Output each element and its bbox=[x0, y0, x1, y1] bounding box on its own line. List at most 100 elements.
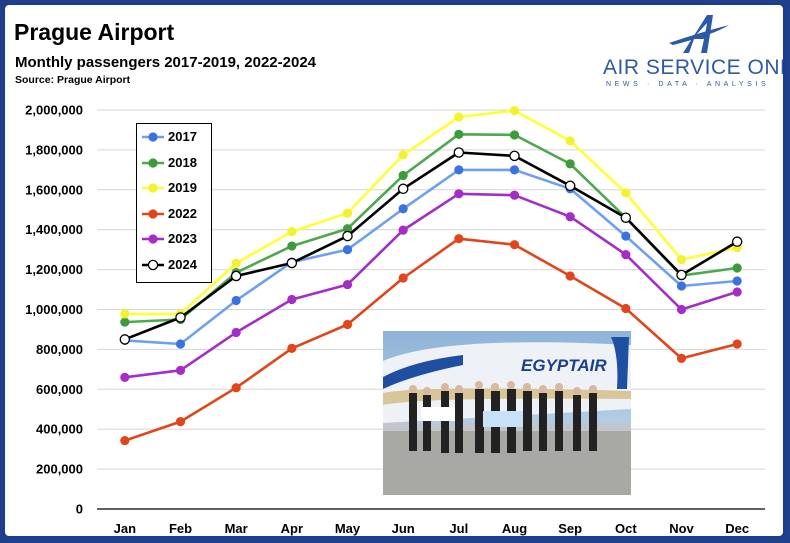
data-point bbox=[231, 258, 241, 268]
data-point bbox=[120, 309, 130, 319]
data-point bbox=[509, 150, 520, 162]
data-point bbox=[398, 273, 408, 283]
x-tick-label: Nov bbox=[669, 521, 694, 536]
data-point bbox=[398, 150, 408, 160]
y-tick-label: 400,000 bbox=[36, 422, 83, 437]
y-tick-label: 0 bbox=[76, 502, 83, 517]
data-point bbox=[564, 180, 576, 192]
data-point bbox=[732, 287, 742, 297]
x-tick-label: Jun bbox=[392, 521, 415, 536]
data-point bbox=[287, 227, 297, 237]
data-point bbox=[454, 234, 464, 244]
series-line bbox=[124, 237, 738, 442]
series-line bbox=[124, 109, 738, 316]
data-point bbox=[565, 136, 575, 146]
y-tick-label: 1,400,000 bbox=[25, 222, 83, 237]
legend-swatch bbox=[142, 259, 164, 270]
brand-logo: AIR SERVICE ONE NEWS · DATA · ANALYSIS bbox=[603, 13, 783, 93]
x-tick-label: Jan bbox=[114, 521, 136, 536]
legend-swatch bbox=[142, 157, 164, 168]
data-point bbox=[287, 294, 297, 305]
series-2018 bbox=[120, 129, 742, 327]
data-point bbox=[120, 372, 130, 382]
aircraft-livery-text: EGYPTAIR bbox=[521, 356, 607, 375]
data-point bbox=[231, 295, 241, 306]
data-point bbox=[732, 263, 742, 273]
data-point bbox=[287, 241, 297, 251]
data-point bbox=[509, 165, 520, 175]
data-point bbox=[119, 334, 131, 345]
chart-legend: 2017 2018 2019 2022 2023 2024 bbox=[136, 123, 212, 283]
data-point bbox=[398, 204, 408, 214]
data-point bbox=[620, 212, 632, 223]
data-point bbox=[454, 189, 464, 199]
brand-name: AIR SERVICE ONE bbox=[603, 56, 785, 79]
data-point bbox=[621, 188, 631, 198]
data-point bbox=[509, 190, 520, 200]
legend-label: 2022 bbox=[168, 205, 197, 221]
data-point bbox=[676, 269, 687, 281]
legend-label: 2018 bbox=[168, 154, 197, 170]
series-layer bbox=[119, 105, 743, 446]
y-tick-label: 1,800,000 bbox=[25, 142, 83, 157]
data-point bbox=[175, 417, 186, 427]
legend-item: 2017 bbox=[137, 128, 211, 146]
data-point bbox=[621, 303, 631, 314]
y-tick-label: 1,600,000 bbox=[25, 182, 83, 197]
legend-swatch bbox=[142, 208, 164, 219]
data-point bbox=[342, 245, 353, 255]
data-point bbox=[565, 271, 575, 281]
page-title: Prague Airport bbox=[14, 19, 175, 45]
data-point bbox=[397, 183, 409, 195]
data-point bbox=[509, 105, 520, 116]
x-tick-label: Apr bbox=[281, 521, 303, 536]
x-tick-label: Aug bbox=[502, 521, 527, 536]
y-tick-label: 1,200,000 bbox=[25, 262, 83, 277]
x-tick-label: Jul bbox=[449, 521, 468, 536]
data-point bbox=[120, 317, 130, 327]
x-tick-label: Oct bbox=[615, 521, 637, 536]
legend-label: 2023 bbox=[168, 231, 197, 246]
y-axis-ticks: 0 200,000 400,000 600,000 800,000 1,000,000 1,… bbox=[25, 103, 83, 517]
data-point bbox=[120, 435, 130, 446]
legend-label: 2024 bbox=[168, 256, 197, 272]
data-point bbox=[621, 231, 631, 241]
chart-source: Source: Prague Airport bbox=[15, 74, 131, 86]
legend-item: 2022 bbox=[137, 205, 211, 223]
x-tick-label: Mar bbox=[225, 521, 248, 536]
x-axis-ticks: Jan Feb Mar Apr May Jun Jul Aug Sep Oct Nov Dec bbox=[114, 521, 749, 536]
y-tick-label: 2,000,000 bbox=[25, 103, 83, 118]
x-tick-label: May bbox=[335, 521, 361, 536]
data-point bbox=[342, 230, 353, 242]
airplane-logo-icon bbox=[669, 15, 729, 53]
y-tick-label: 600,000 bbox=[36, 382, 83, 397]
data-point bbox=[453, 147, 465, 158]
series-line bbox=[124, 151, 738, 341]
data-point bbox=[732, 339, 742, 349]
line-chart: 0 200,000 400,000 600,000 800,000 1,000,000 1,… bbox=[25, 103, 765, 536]
series-line bbox=[124, 168, 738, 346]
series-2023 bbox=[120, 189, 742, 382]
data-point bbox=[342, 279, 353, 290]
aircraft-crew-photo: EGYPTAIR bbox=[383, 331, 631, 495]
brand-tagline: NEWS · DATA · ANALYSIS bbox=[606, 81, 770, 88]
data-point bbox=[454, 165, 464, 175]
y-tick-label: 200,000 bbox=[36, 462, 83, 477]
chart-frame: Prague Airport Monthly passengers 2017-2… bbox=[3, 3, 785, 538]
data-point bbox=[565, 212, 575, 222]
data-point bbox=[398, 225, 408, 235]
data-point bbox=[509, 130, 520, 140]
data-point bbox=[732, 276, 742, 286]
legend-label: 2017 bbox=[168, 129, 197, 144]
data-point bbox=[175, 339, 186, 349]
data-point bbox=[565, 159, 575, 169]
data-point bbox=[621, 250, 631, 260]
data-point bbox=[342, 208, 353, 218]
data-point bbox=[175, 365, 186, 375]
data-point bbox=[454, 112, 464, 122]
series-line bbox=[124, 133, 738, 324]
data-point bbox=[231, 327, 241, 338]
series-2022 bbox=[120, 234, 742, 446]
data-point bbox=[676, 304, 687, 315]
series-2024 bbox=[119, 147, 743, 345]
